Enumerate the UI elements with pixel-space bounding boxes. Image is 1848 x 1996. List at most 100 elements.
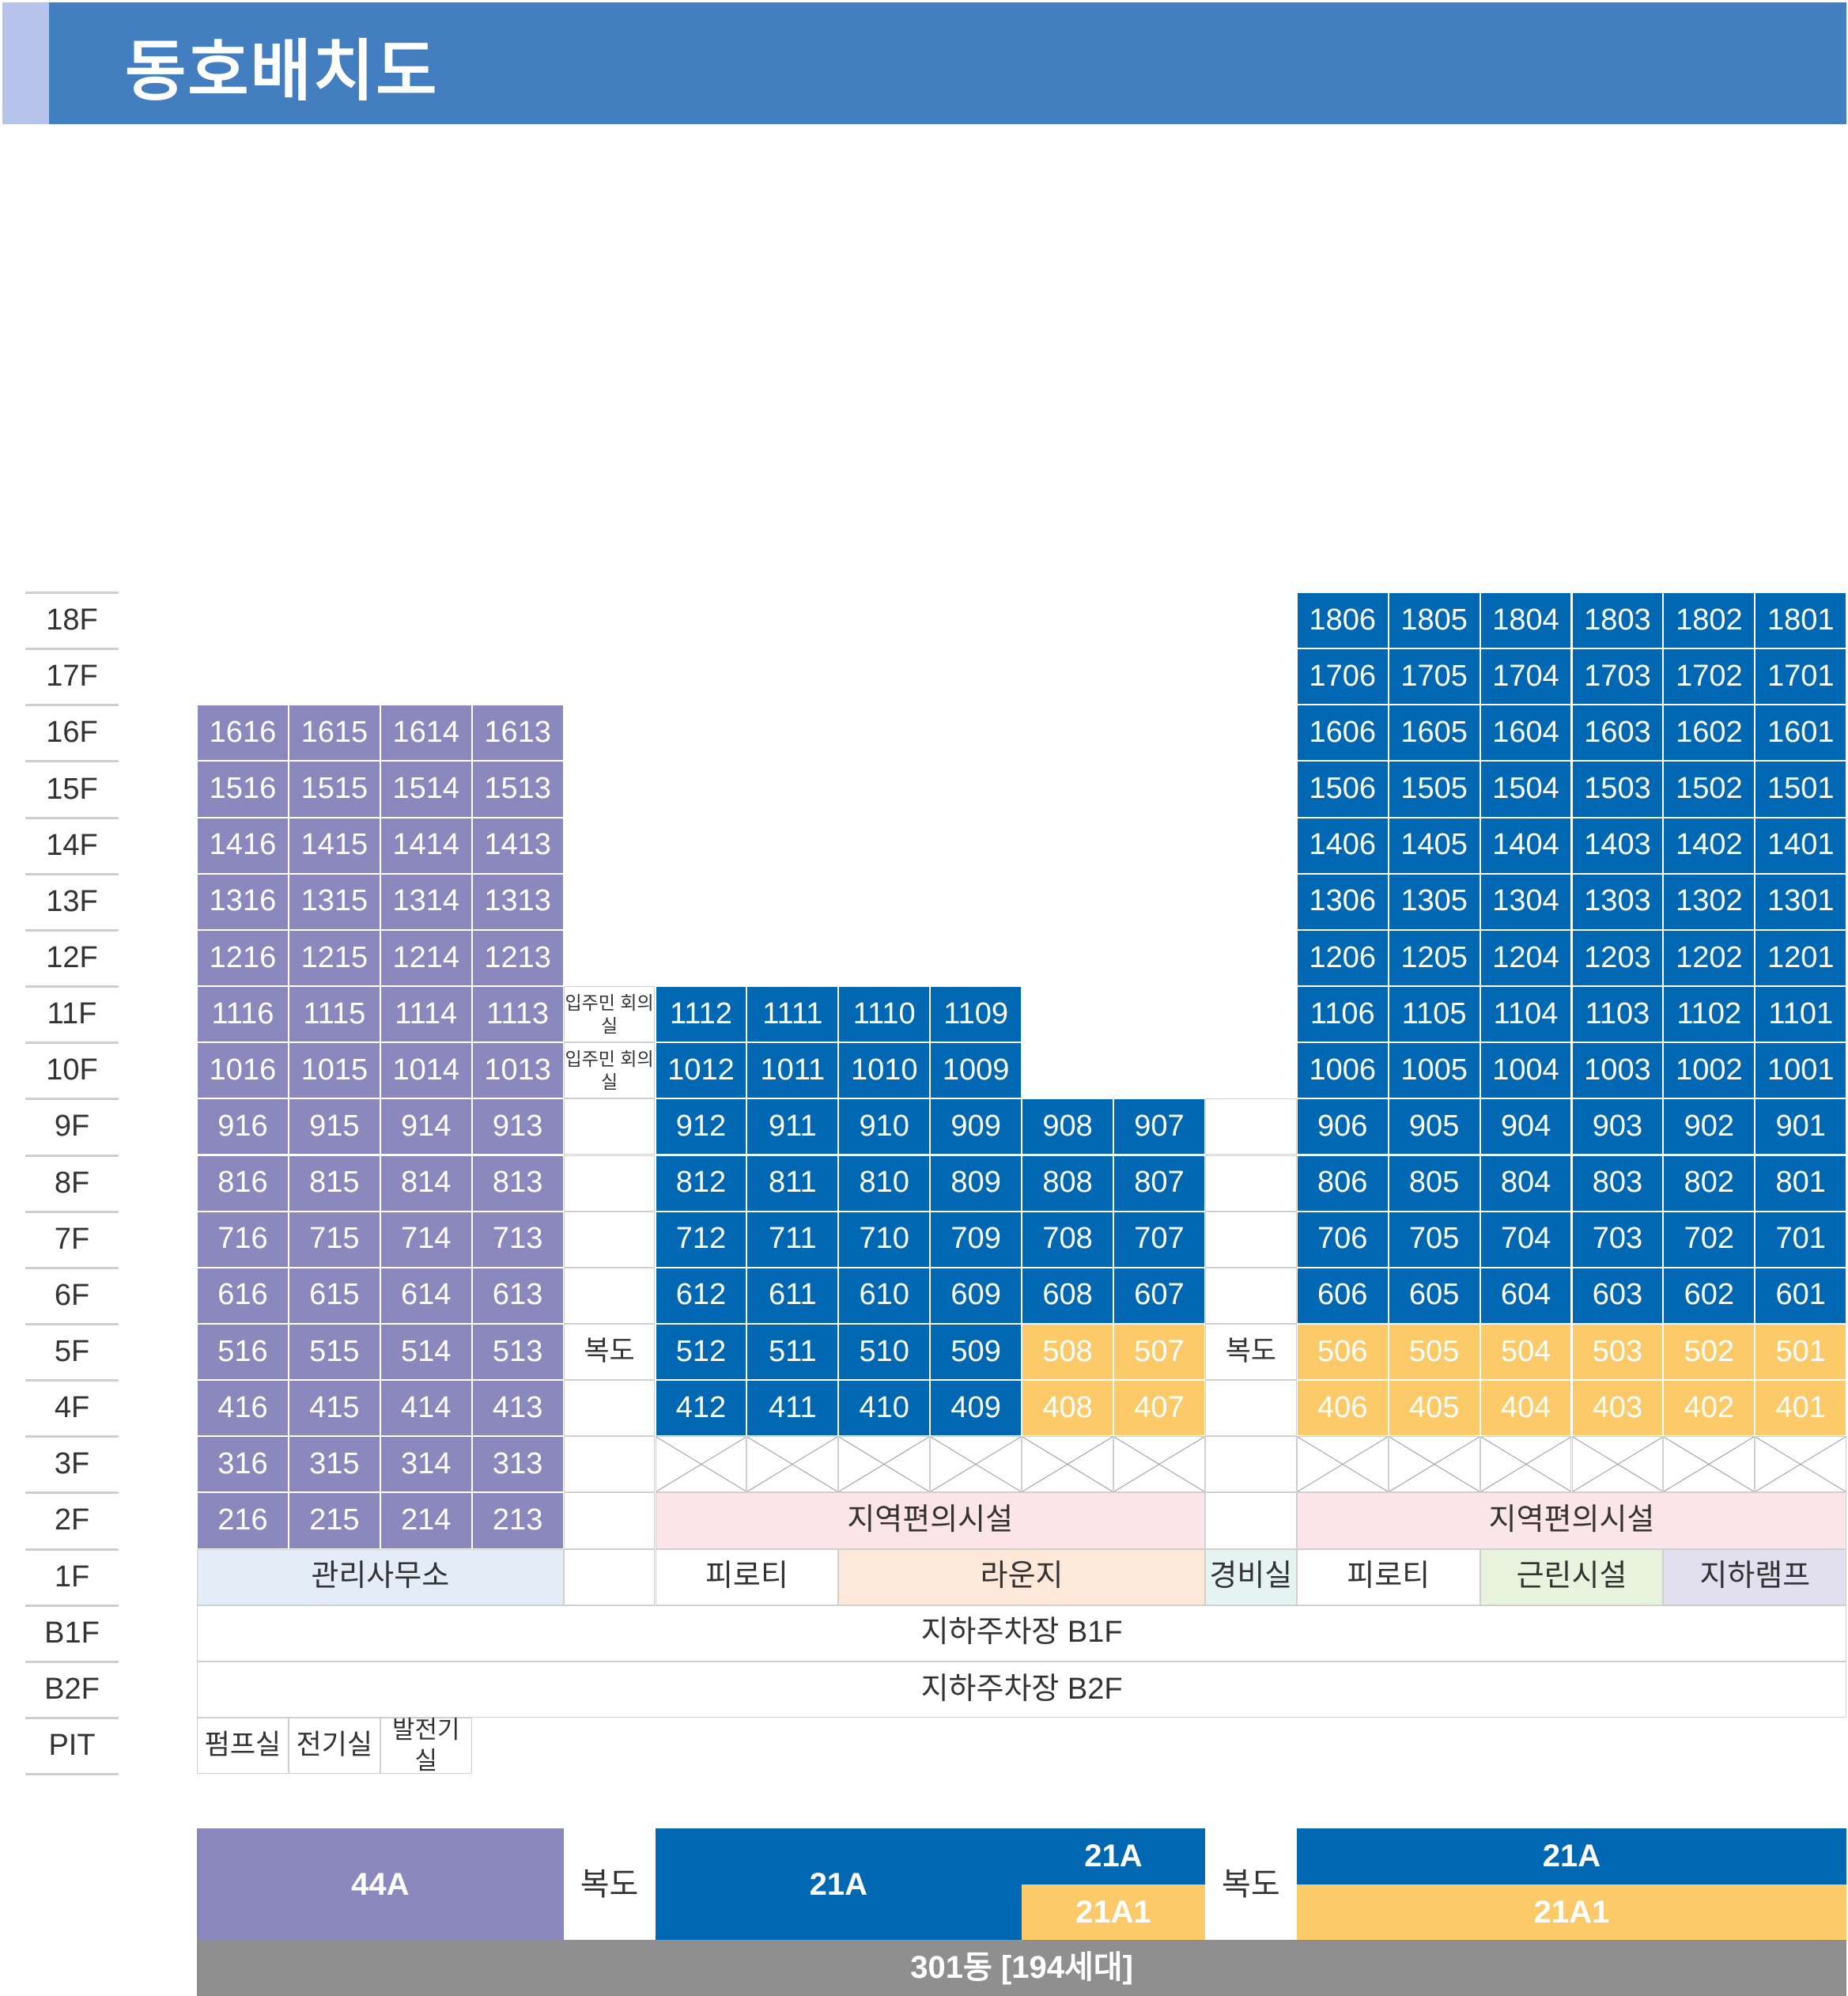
floor-divider bbox=[25, 1266, 119, 1269]
floor-divider bbox=[25, 592, 119, 594]
unit-cell: 213 bbox=[471, 1492, 564, 1549]
unit-cell: 1704 bbox=[1480, 648, 1572, 705]
unit-cell: 1114 bbox=[380, 986, 472, 1043]
unit-cell: 1802 bbox=[1663, 592, 1755, 649]
unit-cell: 1109 bbox=[930, 986, 1022, 1043]
unit-cell: 1213 bbox=[471, 929, 564, 987]
unit-cell: 1402 bbox=[1663, 817, 1755, 874]
neighborhood-facility: 근린시설 bbox=[1480, 1548, 1664, 1605]
unit-cell: 515 bbox=[288, 1323, 380, 1381]
floor-label: B1F bbox=[44, 1616, 100, 1650]
floor-label: 16F bbox=[46, 716, 98, 750]
floor-divider bbox=[25, 816, 119, 819]
unit-cell: 1601 bbox=[1755, 705, 1847, 762]
unit-cell: 615 bbox=[288, 1267, 380, 1324]
empty-cell bbox=[1204, 1380, 1297, 1437]
unit-cell: 1805 bbox=[1388, 592, 1480, 649]
empty-cell bbox=[1204, 1436, 1297, 1493]
void-cell bbox=[1755, 1436, 1847, 1493]
unit-cell: 314 bbox=[380, 1436, 472, 1493]
unit-cell: 1404 bbox=[1480, 817, 1572, 874]
unit-cell: 215 bbox=[288, 1492, 380, 1549]
management-office: 관리사무소 bbox=[197, 1548, 564, 1605]
unit-cell: 511 bbox=[746, 1323, 839, 1381]
unit-cell: 604 bbox=[1480, 1267, 1572, 1324]
floor-divider bbox=[25, 1717, 119, 1719]
unit-cell: 1804 bbox=[1480, 592, 1572, 649]
legend-corridor-east: 복도 bbox=[1204, 1828, 1297, 1940]
unit-cell: 910 bbox=[838, 1098, 931, 1155]
header-bar: 동호배치도 bbox=[2, 2, 1846, 124]
unit-cell: 1414 bbox=[380, 817, 472, 874]
unit-cell: 709 bbox=[930, 1211, 1022, 1268]
void-cell bbox=[746, 1436, 839, 1493]
unit-cell: 1302 bbox=[1663, 873, 1755, 930]
unit-cell: 1515 bbox=[288, 761, 380, 818]
unit-cell: 1012 bbox=[655, 1042, 747, 1099]
floor-divider bbox=[25, 760, 119, 763]
empty-cell bbox=[563, 1267, 656, 1324]
unit-cell: 812 bbox=[655, 1155, 747, 1212]
unit-cell: 911 bbox=[746, 1098, 839, 1155]
unit-cell: 1205 bbox=[1388, 929, 1480, 987]
unit-cell: 1201 bbox=[1755, 929, 1847, 987]
floor-label: 15F bbox=[46, 772, 98, 806]
unit-cell: 505 bbox=[1388, 1323, 1480, 1381]
unit-cell: 806 bbox=[1296, 1155, 1389, 1212]
unit-cell: 602 bbox=[1663, 1267, 1755, 1324]
piloti-west: 피로티 bbox=[655, 1548, 839, 1605]
unit-cell: 1106 bbox=[1296, 986, 1389, 1043]
unit-cell: 404 bbox=[1480, 1380, 1572, 1437]
floor-divider bbox=[25, 1604, 119, 1607]
unit-cell: 706 bbox=[1296, 1211, 1389, 1268]
parking-b2: 지하주차장 B2F bbox=[197, 1661, 1847, 1718]
unit-cell: 607 bbox=[1113, 1267, 1205, 1324]
unit-cell: 1403 bbox=[1571, 817, 1664, 874]
unit-cell: 516 bbox=[197, 1323, 289, 1381]
unit-cell: 601 bbox=[1755, 1267, 1847, 1324]
unit-cell: 502 bbox=[1663, 1323, 1755, 1381]
unit-cell: 1102 bbox=[1663, 986, 1755, 1043]
unit-cell: 1305 bbox=[1388, 873, 1480, 930]
legend-21a-east: 21A bbox=[1296, 1828, 1847, 1884]
floor-label: 11F bbox=[47, 997, 97, 1031]
unit-cell: 1413 bbox=[471, 817, 564, 874]
unit-cell: 907 bbox=[1113, 1098, 1205, 1155]
unit-cell: 1003 bbox=[1571, 1042, 1664, 1099]
unit-cell: 612 bbox=[655, 1267, 747, 1324]
unit-cell: 1604 bbox=[1480, 705, 1572, 762]
unit-cell: 1502 bbox=[1663, 761, 1755, 818]
legend-21a1-east: 21A1 bbox=[1296, 1884, 1847, 1940]
floor-divider bbox=[25, 1491, 119, 1495]
floor-label: 13F bbox=[46, 884, 98, 918]
unit-cell: 1701 bbox=[1755, 648, 1847, 705]
unit-cell: 1009 bbox=[930, 1042, 1022, 1099]
unit-cell: 710 bbox=[838, 1211, 931, 1268]
unit-cell: 1806 bbox=[1296, 592, 1389, 649]
unit-cell: 1415 bbox=[288, 817, 380, 874]
void-cell bbox=[838, 1436, 931, 1493]
unit-cell: 605 bbox=[1388, 1267, 1480, 1324]
unit-cell: 412 bbox=[655, 1380, 747, 1437]
floor-label: 7F bbox=[54, 1222, 90, 1256]
local-facility-west: 지역편의시설 bbox=[655, 1492, 1205, 1549]
unit-cell: 611 bbox=[746, 1267, 839, 1324]
unit-cell: 1614 bbox=[380, 705, 472, 762]
unit-cell: 915 bbox=[288, 1098, 380, 1155]
unit-cell: 1104 bbox=[1480, 986, 1572, 1043]
legend-corridor-west: 복도 bbox=[563, 1828, 656, 1940]
unit-cell: 805 bbox=[1388, 1155, 1480, 1212]
floor-label: B2F bbox=[44, 1672, 100, 1706]
unit-cell: 1514 bbox=[380, 761, 472, 818]
pump-room: 펌프실 bbox=[197, 1718, 289, 1775]
floor-label: 3F bbox=[54, 1447, 90, 1481]
empty-cell bbox=[563, 1211, 656, 1268]
unit-cell: 1306 bbox=[1296, 873, 1389, 930]
unit-cell: 1603 bbox=[1571, 705, 1664, 762]
unit-cell: 902 bbox=[1663, 1098, 1755, 1155]
unit-cell: 1503 bbox=[1571, 761, 1664, 818]
floor-divider bbox=[25, 985, 119, 989]
empty-cell bbox=[563, 1155, 656, 1212]
floor-divider bbox=[25, 1379, 119, 1382]
